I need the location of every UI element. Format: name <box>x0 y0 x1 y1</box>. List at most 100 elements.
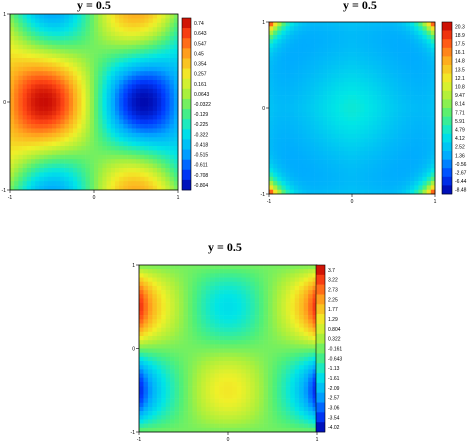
heatmap-cell <box>298 86 303 92</box>
heatmap-cell <box>143 402 149 408</box>
heatmap-cell <box>276 361 282 366</box>
heatmap-cell <box>35 40 40 46</box>
heatmap-cell <box>77 163 82 169</box>
heatmap-cell <box>152 49 158 54</box>
heatmap-cell <box>183 377 189 383</box>
heatmap-cell <box>250 265 255 270</box>
heatmap-cell <box>381 26 386 31</box>
heatmap-cell <box>43 185 49 191</box>
heatmap-cell <box>56 62 61 68</box>
heatmap-cell <box>140 124 145 129</box>
heatmap-cell <box>157 172 162 178</box>
heatmap-cell <box>290 319 296 324</box>
heatmap-cell <box>228 269 233 274</box>
heatmap-cell <box>281 269 287 274</box>
heatmap-cell <box>430 39 436 44</box>
heatmap-cell <box>201 427 207 433</box>
heatmap-cell <box>102 88 107 94</box>
heatmap-cell <box>169 18 175 24</box>
heatmap-cell <box>426 47 432 53</box>
heatmap-cell <box>39 53 44 59</box>
heatmap-cell <box>322 47 328 53</box>
heatmap-cell <box>263 281 269 287</box>
heatmap-cell <box>173 75 179 81</box>
heatmap-cell <box>250 398 255 404</box>
heatmap-cell <box>136 181 141 186</box>
heatmap-cell <box>228 423 233 429</box>
heatmap-cell <box>393 151 398 156</box>
heatmap-cell <box>397 39 403 44</box>
heatmap-cell <box>376 39 382 44</box>
heatmap-cell <box>165 265 171 270</box>
heatmap-cell <box>335 181 340 186</box>
heatmap-cell <box>299 398 304 404</box>
heatmap-cell <box>343 69 349 74</box>
heatmap-cell <box>236 352 242 358</box>
heatmap-cell <box>347 168 353 173</box>
heatmap-cell <box>356 163 361 169</box>
heatmap-cell <box>31 88 36 94</box>
heatmap-cell <box>165 150 170 156</box>
heatmap-cell <box>269 52 274 57</box>
heatmap-cell <box>312 344 318 349</box>
heatmap-cell <box>136 66 141 72</box>
heatmap-cell <box>285 34 291 40</box>
heatmap-cell <box>347 125 353 130</box>
heatmap-cell <box>289 90 295 96</box>
heatmap-cell <box>201 411 207 416</box>
heatmap-cell <box>426 116 432 122</box>
heatmap-cell <box>360 133 365 139</box>
heatmap-cell <box>268 285 273 291</box>
heatmap-cell <box>308 277 313 282</box>
heatmap-cell <box>148 71 154 76</box>
heatmap-cell <box>385 99 390 104</box>
heatmap-cell <box>140 146 145 151</box>
heatmap-cell <box>43 40 49 46</box>
heatmap-cell <box>299 281 304 287</box>
heatmap-cell <box>339 47 344 53</box>
heatmap-cell <box>302 95 307 100</box>
heatmap-cell <box>89 80 95 85</box>
heatmap-cell <box>385 22 390 27</box>
heatmap-cell <box>414 155 419 160</box>
heatmap-cell <box>136 53 141 59</box>
heatmap-cell <box>360 34 365 40</box>
heatmap-cell <box>148 93 154 98</box>
heatmap-cell <box>310 103 315 109</box>
heatmap-cell <box>131 110 137 116</box>
heatmap-cell <box>173 36 179 41</box>
heatmap-cell <box>312 327 318 333</box>
heatmap-cell <box>269 47 274 53</box>
heatmap-cell <box>273 103 278 109</box>
heatmap-cell <box>161 406 166 412</box>
heatmap-cell <box>410 112 415 117</box>
heatmap-cell <box>414 65 419 70</box>
heatmap-cell <box>281 310 287 316</box>
heatmap-cell <box>268 394 273 399</box>
heatmap-cell <box>18 14 23 19</box>
heatmap-cell <box>273 181 278 186</box>
heatmap-cell <box>119 132 124 138</box>
heatmap-cell <box>397 22 403 27</box>
heatmap-cell <box>303 419 309 424</box>
heatmap-cell <box>268 386 273 391</box>
heatmap-cell <box>241 310 247 316</box>
heatmap-cell <box>410 56 415 61</box>
heatmap-cell <box>144 71 149 76</box>
heatmap-cell <box>241 290 247 295</box>
heatmap-cell <box>245 427 251 433</box>
heatmap-cell <box>64 93 70 98</box>
heatmap-cell <box>173 71 179 76</box>
heatmap-cell <box>352 146 357 152</box>
heatmap-cell <box>422 142 427 147</box>
heatmap-cell <box>26 27 32 32</box>
heatmap-cell <box>368 146 374 152</box>
heatmap-cell <box>281 352 287 358</box>
heatmap-cell <box>165 53 170 59</box>
heatmap-cell <box>14 110 19 116</box>
heatmap-cell <box>165 365 171 370</box>
heatmap-cell <box>14 163 19 169</box>
heatmap-cell <box>277 176 282 182</box>
heatmap-cell <box>31 31 36 37</box>
heatmap-cell <box>161 361 166 366</box>
